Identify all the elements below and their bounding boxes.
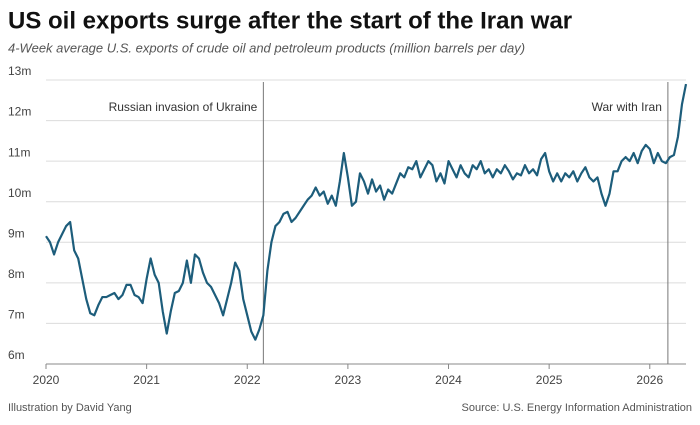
y-tick-label: 9m bbox=[8, 226, 25, 240]
y-tick-label: 11m bbox=[8, 145, 30, 159]
y-tick-label: 7m bbox=[8, 308, 25, 322]
y-tick-label: 12m bbox=[8, 105, 31, 119]
chart-subtitle: 4-Week average U.S. exports of crude oil… bbox=[8, 40, 525, 55]
x-tick-label: 2026 bbox=[636, 373, 663, 387]
y-tick-label: 13m bbox=[8, 64, 31, 78]
y-tick-label: 10m bbox=[8, 186, 31, 200]
x-tick-label: 2020 bbox=[33, 373, 60, 387]
annotation-label: Russian invasion of Ukraine bbox=[109, 100, 258, 114]
credit: Illustration by David Yang bbox=[8, 402, 132, 414]
data-line bbox=[45, 83, 688, 341]
annotation-label: War with Iran bbox=[592, 100, 662, 114]
y-tick-label: 6m bbox=[8, 348, 25, 362]
x-tick-label: 2023 bbox=[335, 373, 362, 387]
x-tick-label: 2022 bbox=[234, 373, 261, 387]
x-tick-label: 2024 bbox=[435, 373, 462, 387]
source: Source: U.S. Energy Information Administ… bbox=[462, 402, 693, 414]
chart-title: US oil exports surge after the start of … bbox=[8, 7, 572, 34]
y-tick-label: 8m bbox=[8, 267, 25, 281]
x-tick-label: 2021 bbox=[133, 373, 160, 387]
x-tick-label: 2025 bbox=[536, 373, 563, 387]
